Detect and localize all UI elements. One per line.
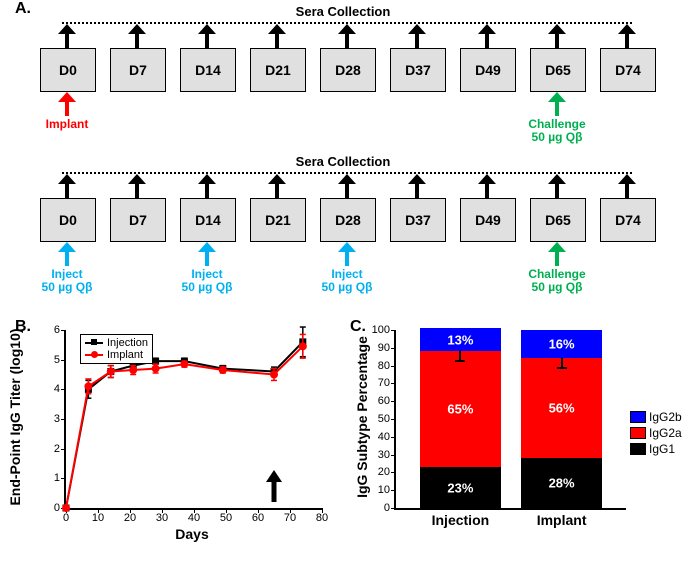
- timeline-day-box: D7: [110, 48, 166, 92]
- sera-arrow-up: [548, 174, 566, 198]
- timeline-day-box: D14: [180, 198, 236, 242]
- event-label: Implant: [33, 118, 101, 131]
- legend-row: IgG1: [630, 442, 682, 456]
- sera-arrow-up: [478, 24, 496, 48]
- timeline-day-box: D28: [320, 198, 376, 242]
- bar-segment-label: 56%: [549, 401, 575, 416]
- legend-row: IgG2b: [630, 410, 682, 424]
- event-arrow: [58, 92, 76, 116]
- chart-c-xtick: Implant: [537, 508, 587, 528]
- timeline-day-box: D0: [40, 198, 96, 242]
- sera-arrow-up: [268, 24, 286, 48]
- event-label: Challenge50 µg Qβ: [523, 268, 591, 294]
- legend-row: Implant: [85, 349, 148, 361]
- sera-arrow-up: [548, 24, 566, 48]
- timeline-day-box: D21: [250, 48, 306, 92]
- sera-arrow-up: [618, 174, 636, 198]
- sera-collection-title: Sera Collection: [0, 4, 686, 19]
- chart-c-ylabel: IgG Subtype Percentage: [354, 327, 370, 507]
- timeline-day-box: D21: [250, 198, 306, 242]
- chart-c-legend: IgG2b IgG2a IgG1: [630, 410, 682, 458]
- sera-arrow-up: [408, 24, 426, 48]
- sera-arrow-up: [478, 174, 496, 198]
- timeline-day-box: D0: [40, 48, 96, 92]
- sera-arrow-up: [268, 174, 286, 198]
- timeline-day-box: D14: [180, 48, 236, 92]
- timeline-day-box: D7: [110, 198, 166, 242]
- timeline-day-box: D65: [530, 48, 586, 92]
- figure: A. Sera CollectionD0D7D14D21D28D37D49D65…: [0, 0, 686, 562]
- chart-b-legend: InjectionImplant: [80, 334, 153, 364]
- event-label: Inject50 µg Qβ: [173, 268, 241, 294]
- sera-arrow-up: [338, 174, 356, 198]
- timeline-day-box: D49: [460, 48, 516, 92]
- sera-arrow-up: [128, 174, 146, 198]
- bar-segment-label: 16%: [549, 337, 575, 352]
- timeline-day-box: D74: [600, 48, 656, 92]
- timeline-day-box: D28: [320, 48, 376, 92]
- timeline-day-box: D49: [460, 198, 516, 242]
- legend-row: Injection: [85, 337, 148, 349]
- event-arrow: [198, 242, 216, 266]
- sera-collection-title: Sera Collection: [0, 154, 686, 169]
- timeline-day-box: D37: [390, 198, 446, 242]
- event-arrow: [548, 242, 566, 266]
- event-label: Challenge50 µg Qβ: [523, 118, 591, 144]
- sera-arrow-up: [618, 24, 636, 48]
- sera-arrow-up: [198, 24, 216, 48]
- chart-b-ylabel: End-Point IgG Titer (log10): [7, 327, 23, 507]
- timeline-day-box: D74: [600, 198, 656, 242]
- event-arrow: [548, 92, 566, 116]
- event-arrow: [58, 242, 76, 266]
- event-label: Inject50 µg Qβ: [33, 268, 101, 294]
- bar-segment-label: 23%: [447, 480, 473, 495]
- sera-arrow-up: [128, 24, 146, 48]
- sera-arrow-up: [338, 24, 356, 48]
- chart-c-xtick: Injection: [432, 508, 490, 528]
- sera-arrow-up: [408, 174, 426, 198]
- panel-b-chart: 012345601020304050607080End-Point IgG Ti…: [10, 320, 330, 550]
- legend-row: IgG2a: [630, 426, 682, 440]
- challenge-arrow-icon: [266, 470, 282, 502]
- chart-b-xlabel: Days: [64, 526, 320, 542]
- sera-arrow-up: [198, 174, 216, 198]
- event-arrow: [338, 242, 356, 266]
- timeline-day-box: D37: [390, 48, 446, 92]
- sera-arrow-up: [58, 174, 76, 198]
- timeline-day-box: D65: [530, 198, 586, 242]
- bar-segment-label: 65%: [447, 402, 473, 417]
- sera-arrow-up: [58, 24, 76, 48]
- bar-segment-label: 28%: [549, 476, 575, 491]
- chart-c-plot-area: 010203040506070809010023%65%13%Injection…: [394, 330, 626, 510]
- event-label: Inject50 µg Qβ: [313, 268, 381, 294]
- bar-segment-label: 13%: [447, 332, 473, 347]
- panel-c-chart: 010203040506070809010023%65%13%Injection…: [350, 320, 686, 550]
